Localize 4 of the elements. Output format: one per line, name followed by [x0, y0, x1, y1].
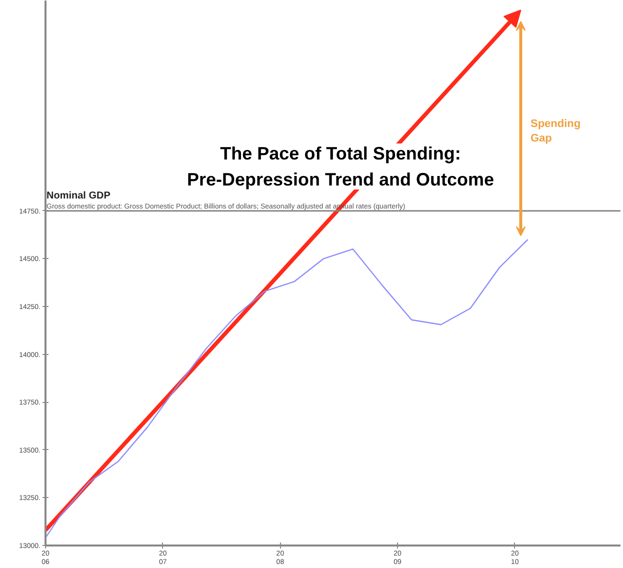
text: The Pace of Total Spending: Pre-Depression Trend and Outcome	[186, 144, 494, 190]
text: Nominal GDP	[46, 190, 111, 202]
annotation: Spending Gap	[530, 118, 581, 144]
line-series	[46, 238, 528, 538]
